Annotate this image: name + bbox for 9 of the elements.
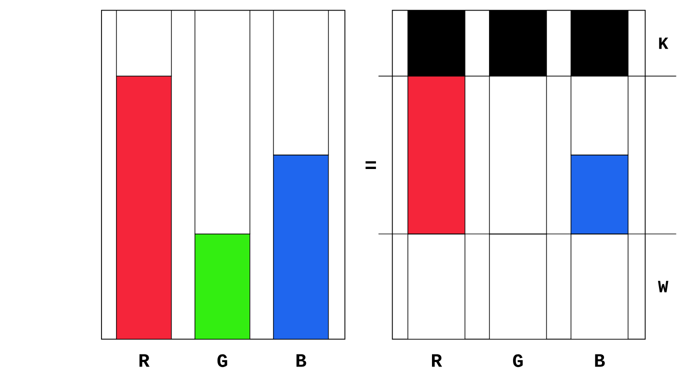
x-tick-label: B: [595, 354, 605, 367]
x-tick-label: R: [139, 354, 150, 367]
series-label: W: [658, 280, 668, 292]
series-label: K: [659, 38, 668, 49]
x-tick-label: B: [296, 354, 306, 367]
text: =: [366, 161, 376, 170]
x-tick-label: G: [217, 354, 228, 368]
x-tick-label: R: [432, 354, 442, 367]
x-tick-label: G: [513, 354, 523, 368]
